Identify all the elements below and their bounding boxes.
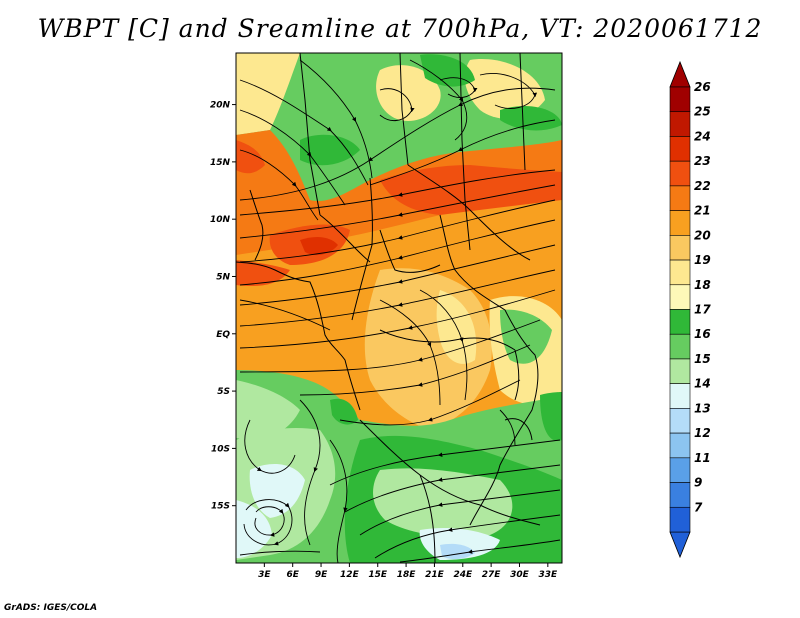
colorbar-swatch	[669, 185, 691, 211]
colorbar-swatch	[669, 235, 691, 261]
lon-tick-label: 33E	[538, 570, 558, 580]
colorbar-swatch	[669, 259, 691, 286]
map-field	[236, 53, 562, 563]
colorbar-label: 17	[694, 303, 711, 317]
colorbar-label: 25	[694, 105, 711, 119]
lat-tick-label: EQ	[216, 330, 230, 340]
colorbar-swatch	[669, 482, 691, 508]
colorbar-label: 15	[694, 352, 711, 366]
lon-tick-label: 27E	[482, 570, 502, 580]
lon-tick-label: 6E	[286, 570, 299, 580]
colorbar-label: 18	[694, 278, 711, 292]
lat-tick-label: 15S	[211, 502, 230, 512]
colorbar-bottom-cap	[669, 531, 691, 559]
lon-tick-label: 21E	[425, 570, 445, 580]
footer-credit: GrADS: IGES/COLA	[4, 603, 98, 613]
lon-tick-label: 12E	[340, 570, 360, 580]
colorbar-label: 12	[694, 426, 711, 440]
colorbar-swatch	[669, 457, 691, 483]
colorbar-label: 23	[694, 154, 711, 168]
colorbar-swatch	[669, 309, 691, 335]
colorbar-swatch	[669, 136, 691, 162]
colorbar-label: 14	[694, 377, 711, 391]
colorbar-label: 20	[694, 228, 711, 242]
colorbar-swatch	[669, 358, 691, 384]
colorbar-swatch	[669, 210, 691, 236]
longitude-axis: 3E 6E 9E 12E 15E 18E 21E 24E 27E 30E 33E	[258, 563, 558, 580]
colorbar: 26 25 24 23 22 21 20 19 18 17 16 15 14 13 12 11 9 7	[669, 60, 711, 559]
colorbar-label: 16	[694, 327, 711, 341]
colorbar-swatch	[669, 383, 691, 409]
colorbar-swatch	[669, 86, 691, 113]
colorbar-label: 26	[694, 80, 711, 94]
colorbar-label: 9	[694, 476, 702, 490]
lat-tick-label: 10N	[210, 215, 231, 225]
colorbar-swatch	[669, 506, 691, 533]
lon-tick-label: 30E	[510, 570, 530, 580]
colorbar-swatch	[669, 284, 691, 310]
lon-tick-label: 24E	[453, 570, 473, 580]
colorbar-swatch	[669, 333, 691, 360]
colorbar-swatch	[669, 160, 691, 187]
colorbar-label: 22	[694, 179, 711, 193]
colorbar-label: 19	[694, 253, 711, 267]
lon-tick-label: 18E	[397, 570, 417, 580]
lat-tick-label: 20N	[210, 101, 231, 111]
lat-tick-label: 10S	[211, 444, 230, 454]
colorbar-swatch	[669, 408, 691, 434]
colorbar-label: 13	[694, 401, 711, 415]
colorbar-label: 7	[694, 500, 703, 514]
lat-tick-label: 15N	[210, 158, 231, 168]
colorbar-top-cap	[669, 60, 691, 88]
colorbar-label: 11	[694, 451, 711, 465]
lat-tick-label: 5N	[216, 272, 230, 282]
chart-title: WBPT [C] and Sreamline at 700hPa, VT: 20…	[37, 14, 763, 43]
lat-tick-label: 5S	[217, 387, 230, 397]
map-frame	[235, 52, 563, 564]
latitude-axis: 20N 15N 10N 5N EQ 5S 10S 15S	[210, 101, 236, 512]
colorbar-swatch	[669, 111, 691, 137]
lon-tick-label: 15E	[368, 570, 388, 580]
colorbar-label: 21	[694, 204, 711, 218]
lon-tick-label: 3E	[258, 570, 271, 580]
colorbar-swatch	[669, 432, 691, 459]
colorbar-label: 24	[694, 129, 711, 143]
lon-tick-label: 9E	[315, 570, 328, 580]
